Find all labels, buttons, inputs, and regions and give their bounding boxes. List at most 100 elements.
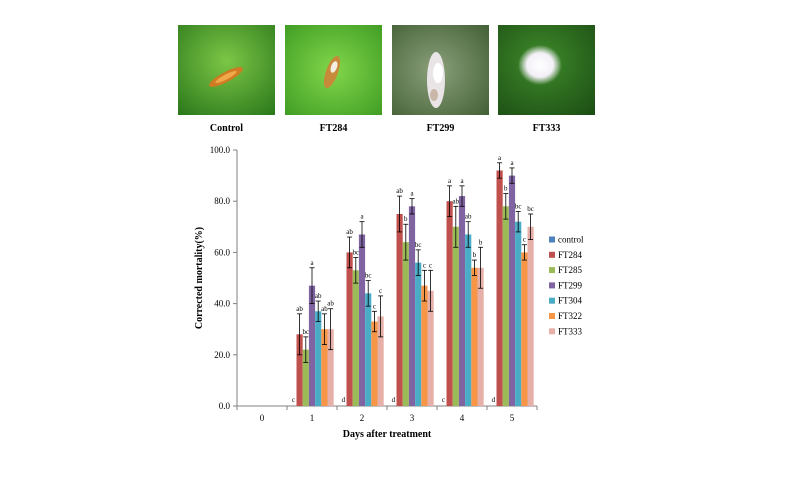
significance-letter: c — [442, 396, 445, 404]
bar-FT322 — [521, 252, 528, 406]
legend-label: FT322 — [558, 311, 582, 321]
bar-FT304 — [415, 262, 422, 406]
bar-FT285 — [502, 206, 509, 406]
legend-swatch — [549, 313, 555, 319]
legend-label: FT299 — [558, 280, 583, 290]
y-tick-label: 40.0 — [214, 299, 230, 309]
bar-FT322 — [321, 329, 328, 406]
bar-FT284 — [346, 252, 353, 406]
significance-letter: b — [473, 251, 477, 259]
photo-ft284 — [285, 25, 382, 115]
bar-FT284 — [396, 214, 403, 406]
significance-letter: bc — [415, 241, 422, 249]
bar-FT333 — [327, 329, 334, 406]
significance-letter: c — [423, 261, 426, 269]
significance-letter: ab — [321, 305, 328, 313]
significance-letter: c — [373, 302, 376, 310]
significance-letter: a — [448, 177, 452, 185]
significance-letter: a — [498, 154, 502, 162]
significance-letter: bc — [352, 249, 359, 257]
legend-swatch — [549, 297, 555, 304]
bar-FT284 — [496, 170, 503, 406]
bar-FT322 — [471, 267, 478, 406]
legend-label: FT333 — [558, 326, 583, 336]
x-tick-label: 3 — [410, 413, 415, 423]
significance-letter: bc — [365, 272, 372, 280]
x-tick-label: 0 — [260, 413, 265, 423]
panel-caption: Control — [209, 123, 244, 134]
x-tick-label: 1 — [310, 413, 315, 423]
significance-letter: c — [379, 287, 382, 295]
x-tick-label: 2 — [360, 413, 365, 423]
legend-swatch — [549, 282, 555, 289]
legend-label: control — [558, 235, 584, 245]
bar-FT285 — [452, 226, 459, 406]
significance-letter: ab — [452, 197, 459, 205]
y-tick-label: 100.0 — [210, 145, 231, 155]
y-tick-label: 80.0 — [214, 196, 230, 206]
x-tick-label: 4 — [460, 413, 465, 423]
legend-swatch — [549, 328, 555, 335]
bar-FT304 — [465, 234, 472, 406]
y-tick-label: 60.0 — [214, 247, 230, 257]
significance-letter: b — [504, 185, 508, 193]
bar-FT299 — [458, 196, 466, 406]
y-tick-label: 0.0 — [219, 401, 231, 411]
significance-letter: ab — [346, 228, 353, 236]
bar-FT304 — [365, 293, 372, 406]
significance-letter: d — [492, 396, 496, 404]
significance-letter: d — [392, 396, 396, 404]
y-axis-title: Corrected mortality(%) — [194, 227, 205, 329]
bar-FT299 — [358, 234, 366, 406]
bar-FT333 — [527, 226, 534, 406]
legend-label: FT285 — [558, 265, 583, 275]
significance-letter: a — [360, 213, 364, 221]
legend-swatch — [549, 251, 555, 258]
photo-ft299 — [392, 25, 489, 115]
significance-letter: ab — [315, 292, 322, 300]
bar-FT285 — [302, 349, 309, 406]
significance-letter: c — [523, 236, 526, 244]
bar-FT322 — [421, 285, 428, 406]
legend-swatch — [549, 236, 555, 243]
bar-FT285 — [352, 270, 359, 406]
significance-letter: d — [342, 396, 346, 404]
bar-FT322 — [371, 321, 378, 406]
significance-letter: ab — [465, 213, 472, 221]
significance-letter: ab — [327, 300, 334, 308]
bar-FT284 — [296, 334, 303, 406]
panel-caption: FT333 — [532, 123, 561, 134]
significance-letter: bc — [515, 202, 522, 210]
significance-letter: bc — [527, 205, 534, 213]
legend-label: FT284 — [558, 250, 583, 260]
significance-letter: ab — [296, 305, 303, 313]
bar-FT285 — [402, 242, 409, 406]
significance-letter: bc — [302, 328, 309, 336]
bar-FT284 — [446, 201, 453, 406]
significance-letter: ab — [396, 187, 403, 195]
bar-FT299 — [308, 285, 316, 406]
y-tick-label: 20.0 — [214, 350, 230, 360]
significance-letter: a — [510, 159, 514, 167]
legend-label: FT304 — [558, 296, 583, 306]
x-axis-title: Days after treatment — [343, 429, 432, 440]
significance-letter: c — [429, 261, 432, 269]
panel-caption: FT299 — [426, 123, 455, 134]
legend-swatch — [549, 267, 555, 274]
significance-letter: a — [410, 190, 414, 198]
significance-letter: c — [292, 396, 295, 404]
significance-letter: a — [310, 259, 314, 267]
bar-FT299 — [408, 206, 416, 406]
significance-letter: b — [479, 238, 483, 246]
significance-letter: a — [460, 177, 464, 185]
significance-letter: b — [404, 215, 408, 223]
bar-FT333 — [477, 267, 484, 406]
bar-FT299 — [508, 175, 516, 406]
x-tick-label: 5 — [510, 413, 515, 423]
bar-FT304 — [515, 221, 522, 406]
bar-FT333 — [427, 290, 434, 406]
bar-FT333 — [377, 316, 384, 406]
photo-control — [178, 25, 275, 115]
panel-caption: FT284 — [319, 123, 348, 134]
